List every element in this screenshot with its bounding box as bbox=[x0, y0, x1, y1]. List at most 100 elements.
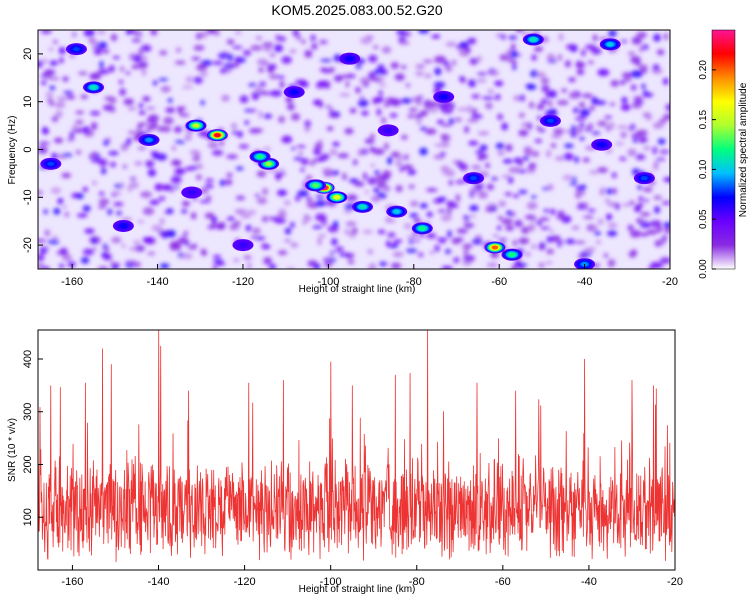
heatmap-cell bbox=[132, 54, 144, 63]
heatmap-cell bbox=[443, 60, 450, 67]
heatmap-cell bbox=[116, 211, 122, 216]
y-tick-label: 0 bbox=[22, 146, 34, 152]
heatmap-cell bbox=[62, 76, 69, 82]
heatmap-cell bbox=[579, 136, 585, 141]
heatmap-cell bbox=[580, 184, 587, 189]
heatmap-cell bbox=[527, 223, 536, 232]
heatmap-cell bbox=[262, 147, 272, 151]
heatmap-cell bbox=[547, 100, 553, 107]
heatmap-cell bbox=[314, 142, 323, 150]
heatmap-cell bbox=[159, 50, 168, 56]
heatmap-cell bbox=[623, 77, 633, 82]
heatmap-cell bbox=[195, 174, 203, 181]
heatmap-cell bbox=[273, 44, 284, 53]
heatmap-cell bbox=[45, 91, 54, 97]
heatmap-cell bbox=[110, 191, 122, 196]
heatmap-cell bbox=[652, 146, 657, 155]
heatmap-cell bbox=[111, 236, 122, 244]
heatmap-cell bbox=[67, 261, 76, 268]
heatmap-cell bbox=[84, 228, 95, 234]
heatmap-cell bbox=[454, 117, 463, 123]
heatmap-cell bbox=[638, 64, 648, 70]
heatmap-cell bbox=[53, 207, 61, 215]
heatmap-cell bbox=[212, 60, 224, 65]
heatmap-cell bbox=[659, 257, 670, 264]
heatmap-cell bbox=[514, 219, 523, 228]
heatmap-cell bbox=[38, 146, 48, 154]
heatmap-cell bbox=[345, 252, 350, 258]
heatmap-cell bbox=[96, 30, 106, 35]
heatmap-cell bbox=[174, 60, 186, 65]
heatmap-cell bbox=[346, 194, 358, 202]
colorbar-tick-label: 0.20 bbox=[698, 60, 709, 80]
heatmap-cell bbox=[635, 154, 646, 161]
heatmap-cell bbox=[159, 217, 165, 225]
heatmap-cell bbox=[38, 190, 44, 196]
heatmap-cell bbox=[426, 232, 437, 239]
heatmap-cell bbox=[181, 252, 193, 260]
heatmap-cell bbox=[643, 146, 651, 151]
heatmap-cell bbox=[486, 183, 494, 191]
heatmap-cell bbox=[441, 107, 454, 114]
snr-series-line bbox=[38, 330, 675, 563]
heatmap-cell bbox=[658, 118, 667, 124]
heatmap-cell bbox=[127, 106, 137, 111]
heatmap-cell bbox=[377, 229, 386, 234]
heatmap-cell bbox=[53, 137, 64, 144]
heatmap-cell bbox=[661, 201, 670, 205]
heatmap-cell bbox=[382, 170, 392, 178]
heatmap-cell bbox=[279, 36, 286, 42]
heatmap-cell bbox=[58, 47, 67, 55]
heatmap-cell bbox=[206, 30, 218, 35]
heatmap-cell bbox=[317, 80, 329, 85]
heatmap-texture bbox=[38, 30, 670, 269]
hotspot-ring bbox=[393, 209, 401, 214]
heatmap-cell bbox=[527, 122, 532, 130]
heatmap-cell bbox=[424, 73, 432, 79]
heatmap-cell bbox=[581, 49, 586, 57]
heatmap-cell bbox=[226, 172, 233, 178]
heatmap-cell bbox=[301, 39, 306, 44]
heatmap-cell bbox=[640, 232, 649, 237]
heatmap-cell bbox=[389, 113, 398, 118]
heatmap-cell bbox=[256, 58, 268, 66]
heatmap-cell bbox=[510, 50, 519, 58]
heatmap-cell bbox=[92, 180, 97, 186]
heatmap-hotspot bbox=[249, 150, 271, 163]
colorbar-ticks: 0.00 0.05 0.10 0.15 0.20 bbox=[698, 60, 716, 279]
heatmap-cell bbox=[426, 211, 433, 218]
heatmap-panel: -160 -140 -120 -100 -80 -60 -40 -20 -20-1001020… bbox=[7, 29, 678, 295]
heatmap-cell bbox=[489, 205, 495, 209]
heatmap-cell bbox=[636, 31, 648, 39]
heatmap-cell bbox=[663, 176, 670, 183]
heatmap-x-ticks: -160 -140 -120 -100 -80 -60 -40 -20 bbox=[61, 264, 678, 288]
heatmap-cell bbox=[181, 209, 188, 214]
heatmap-cell bbox=[83, 30, 95, 37]
hotspot-ring bbox=[384, 128, 392, 133]
heatmap-cell bbox=[252, 95, 258, 101]
heatmap-cell bbox=[469, 214, 477, 219]
heatmap-cell bbox=[536, 103, 545, 111]
heatmap-cell bbox=[583, 215, 595, 219]
heatmap-cell bbox=[546, 53, 555, 62]
heatmap-cell bbox=[484, 102, 493, 110]
heatmap-cell bbox=[51, 116, 59, 122]
heatmap-cell bbox=[415, 64, 426, 69]
heatmap-cell bbox=[426, 187, 438, 192]
heatmap-cell bbox=[204, 212, 215, 219]
heatmap-cell bbox=[494, 80, 504, 87]
heatmap-cell bbox=[499, 54, 509, 61]
heatmap-cell bbox=[190, 165, 198, 171]
heatmap-cell bbox=[44, 229, 50, 237]
heatmap-cell bbox=[596, 120, 608, 127]
heatmap-cell bbox=[610, 80, 620, 87]
heatmap-cell bbox=[377, 64, 385, 69]
heatmap-cell bbox=[345, 80, 350, 88]
heatmap-cell bbox=[329, 148, 338, 156]
x-tick-label: -80 bbox=[406, 276, 422, 288]
heatmap-cell bbox=[403, 222, 413, 230]
heatmap-cell bbox=[276, 189, 288, 197]
heatmap-cell bbox=[125, 140, 131, 146]
heatmap-hotspot bbox=[305, 179, 327, 192]
hotspot-ring bbox=[333, 195, 341, 200]
